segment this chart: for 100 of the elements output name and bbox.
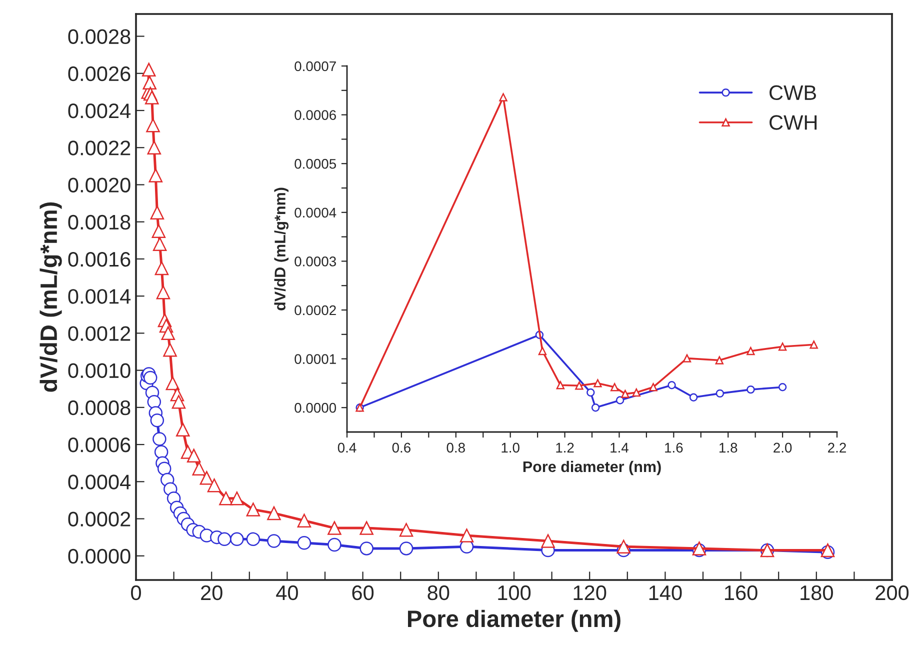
y-tick-label: 0.0002: [68, 512, 130, 527]
point: [460, 528, 474, 542]
y-tick-label: 0.0012: [68, 326, 130, 341]
point: [810, 340, 818, 349]
y-tick-label: 0.0016: [68, 252, 130, 267]
point: [230, 532, 244, 546]
y-tick-label: 0.0014: [68, 289, 131, 304]
x-tick-label: 0.6: [392, 442, 410, 453]
y-tick-label: 0.0004: [68, 474, 131, 490]
x-tick-label: 60: [352, 585, 374, 600]
point: [154, 445, 168, 459]
point: [716, 389, 724, 398]
x-tick-label: 120: [574, 585, 606, 600]
point: [594, 379, 602, 388]
x-tick-label: 0.8: [446, 442, 465, 453]
point: [145, 90, 159, 104]
point: [267, 534, 281, 548]
point: [591, 404, 600, 412]
point: [147, 394, 162, 409]
x-tick-label: 2.2: [828, 442, 846, 452]
point: [152, 224, 166, 238]
x-tick-label: 1.0: [502, 442, 520, 453]
point: [142, 76, 156, 90]
x-tick-label: 1.2: [556, 442, 574, 452]
point: [207, 478, 222, 492]
point: [156, 285, 170, 300]
y-tick-label: 0.0006: [294, 110, 336, 120]
point: [778, 383, 787, 392]
legend-label: CWH: [770, 115, 817, 130]
point: [399, 523, 414, 537]
x-tick-label: 2.0: [774, 442, 792, 453]
point: [147, 140, 162, 154]
y-tick-label: 0.0008: [68, 400, 130, 416]
point: [230, 491, 244, 506]
point: [399, 542, 414, 556]
point: [360, 542, 374, 556]
point: [538, 346, 547, 356]
y-tick-label: 0.0010: [68, 363, 130, 378]
y-tick-label: 0.0006: [68, 438, 130, 452]
legend-label: CWB: [770, 85, 816, 100]
x-tick-label: 0: [131, 585, 141, 600]
point: [297, 536, 312, 550]
point: [541, 534, 555, 548]
y-tick-label: 0.0000: [294, 402, 336, 413]
point: [715, 356, 724, 364]
point: [172, 394, 186, 409]
point: [586, 388, 595, 397]
point: [616, 396, 624, 404]
point: [556, 381, 565, 390]
point: [267, 506, 281, 520]
x-tick-label: 0.4: [338, 442, 356, 453]
point: [192, 462, 206, 476]
point: [176, 422, 190, 437]
point: [157, 462, 172, 476]
point: [668, 381, 676, 390]
y-tick-label: 0.0026: [68, 66, 130, 82]
y-axis-title: dV/dD (mL/g*nm): [274, 188, 289, 310]
point: [161, 326, 176, 340]
x-tick-label: 140: [649, 585, 682, 600]
point: [246, 532, 260, 546]
point: [632, 388, 640, 397]
point: [163, 343, 177, 357]
x-tick-label: 180: [800, 585, 833, 600]
point: [142, 62, 156, 77]
point: [152, 237, 167, 251]
x-axis-title: Pore diameter (nm): [408, 610, 620, 632]
y-tick-label: 0.0003: [294, 256, 336, 266]
y-tick-label: 0.0004: [294, 208, 336, 218]
x-tick-label: 1.4: [610, 442, 628, 452]
x-tick-label: 160: [725, 585, 758, 600]
point: [682, 354, 692, 362]
y-tick-label: 0.0022: [68, 140, 130, 156]
point: [360, 521, 374, 535]
y-tick-label: 0.0002: [294, 305, 336, 316]
point: [746, 346, 755, 356]
y-tick-label: 0.0018: [68, 214, 130, 230]
y-tick-label: 0.0001: [294, 354, 336, 364]
point: [246, 502, 260, 516]
point: [150, 414, 164, 428]
point: [218, 532, 232, 546]
point: [146, 118, 160, 132]
x-tick-label: 100: [498, 585, 531, 600]
point: [621, 390, 630, 398]
point: [610, 383, 619, 392]
y-tick-label: 0.0028: [68, 29, 130, 44]
x-tick-label: 20: [201, 585, 222, 600]
point: [297, 514, 312, 528]
point: [499, 93, 508, 102]
y-axis-title: dV/dD (mL/g*nm): [40, 202, 62, 392]
point: [152, 432, 166, 446]
point: [746, 385, 755, 394]
point: [616, 540, 630, 554]
y-tick-label: 0.0024: [68, 104, 131, 118]
point: [150, 206, 164, 220]
point: [186, 448, 201, 463]
point: [148, 168, 163, 182]
y-tick-label: 0.0007: [294, 61, 336, 72]
point: [328, 538, 342, 552]
point: [649, 383, 658, 392]
point: [575, 382, 584, 390]
